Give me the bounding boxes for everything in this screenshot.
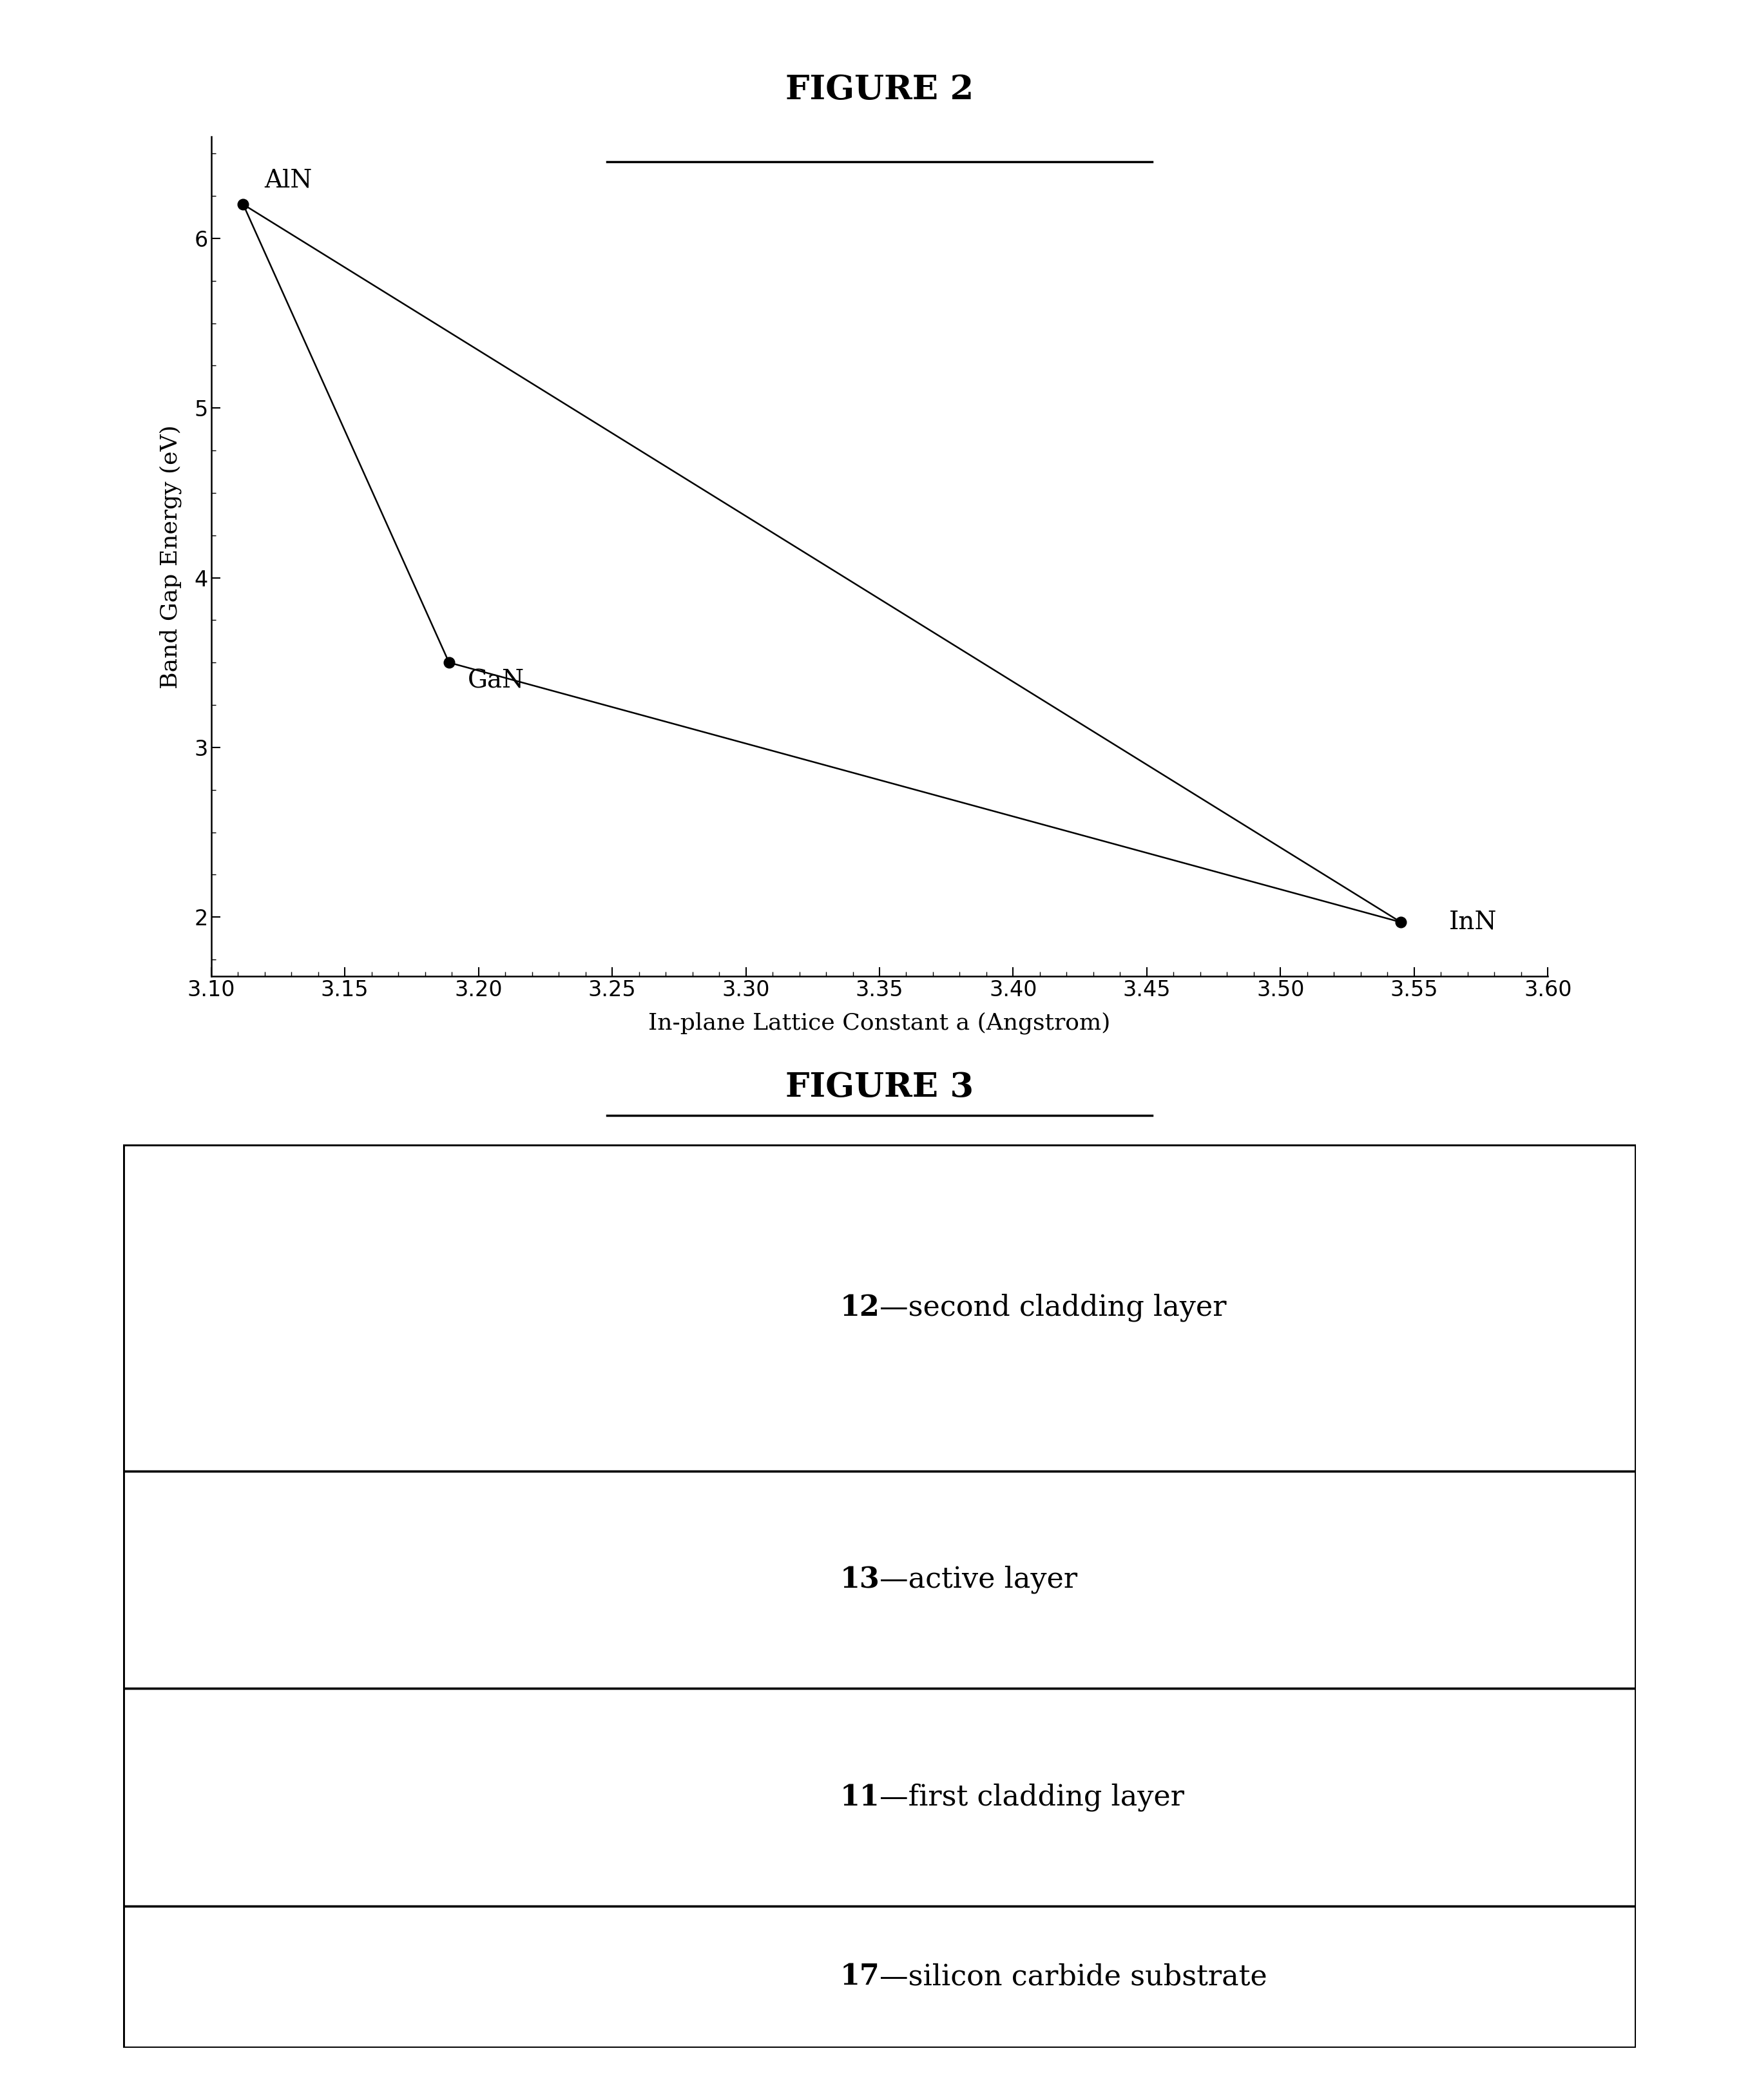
Text: FIGURE 3: FIGURE 3	[785, 1071, 974, 1105]
Text: —active layer: —active layer	[880, 1567, 1078, 1594]
Text: FIGURE 2: FIGURE 2	[785, 74, 974, 107]
Text: GaN: GaN	[468, 670, 524, 693]
Bar	[123, 1470, 1636, 1688]
X-axis label: In-plane Lattice Constant a (Angstrom): In-plane Lattice Constant a (Angstrom)	[649, 1012, 1110, 1033]
Text: —second cladding layer: —second cladding layer	[880, 1294, 1226, 1321]
Bar	[123, 1688, 1636, 1907]
Text: AlN: AlN	[264, 168, 313, 193]
Y-axis label: Band Gap Energy (eV): Band Gap Energy (eV)	[160, 424, 181, 689]
Text: InN: InN	[1449, 909, 1497, 934]
Text: 17: 17	[839, 1963, 880, 1991]
Text: 11: 11	[839, 1783, 880, 1810]
Bar	[123, 1144, 1636, 1470]
Text: 12: 12	[839, 1294, 880, 1321]
Text: —first cladding layer: —first cladding layer	[880, 1783, 1184, 1812]
Text: —silicon carbide substrate: —silicon carbide substrate	[880, 1963, 1266, 1991]
Text: 13: 13	[839, 1567, 880, 1594]
Bar	[123, 1907, 1636, 2047]
